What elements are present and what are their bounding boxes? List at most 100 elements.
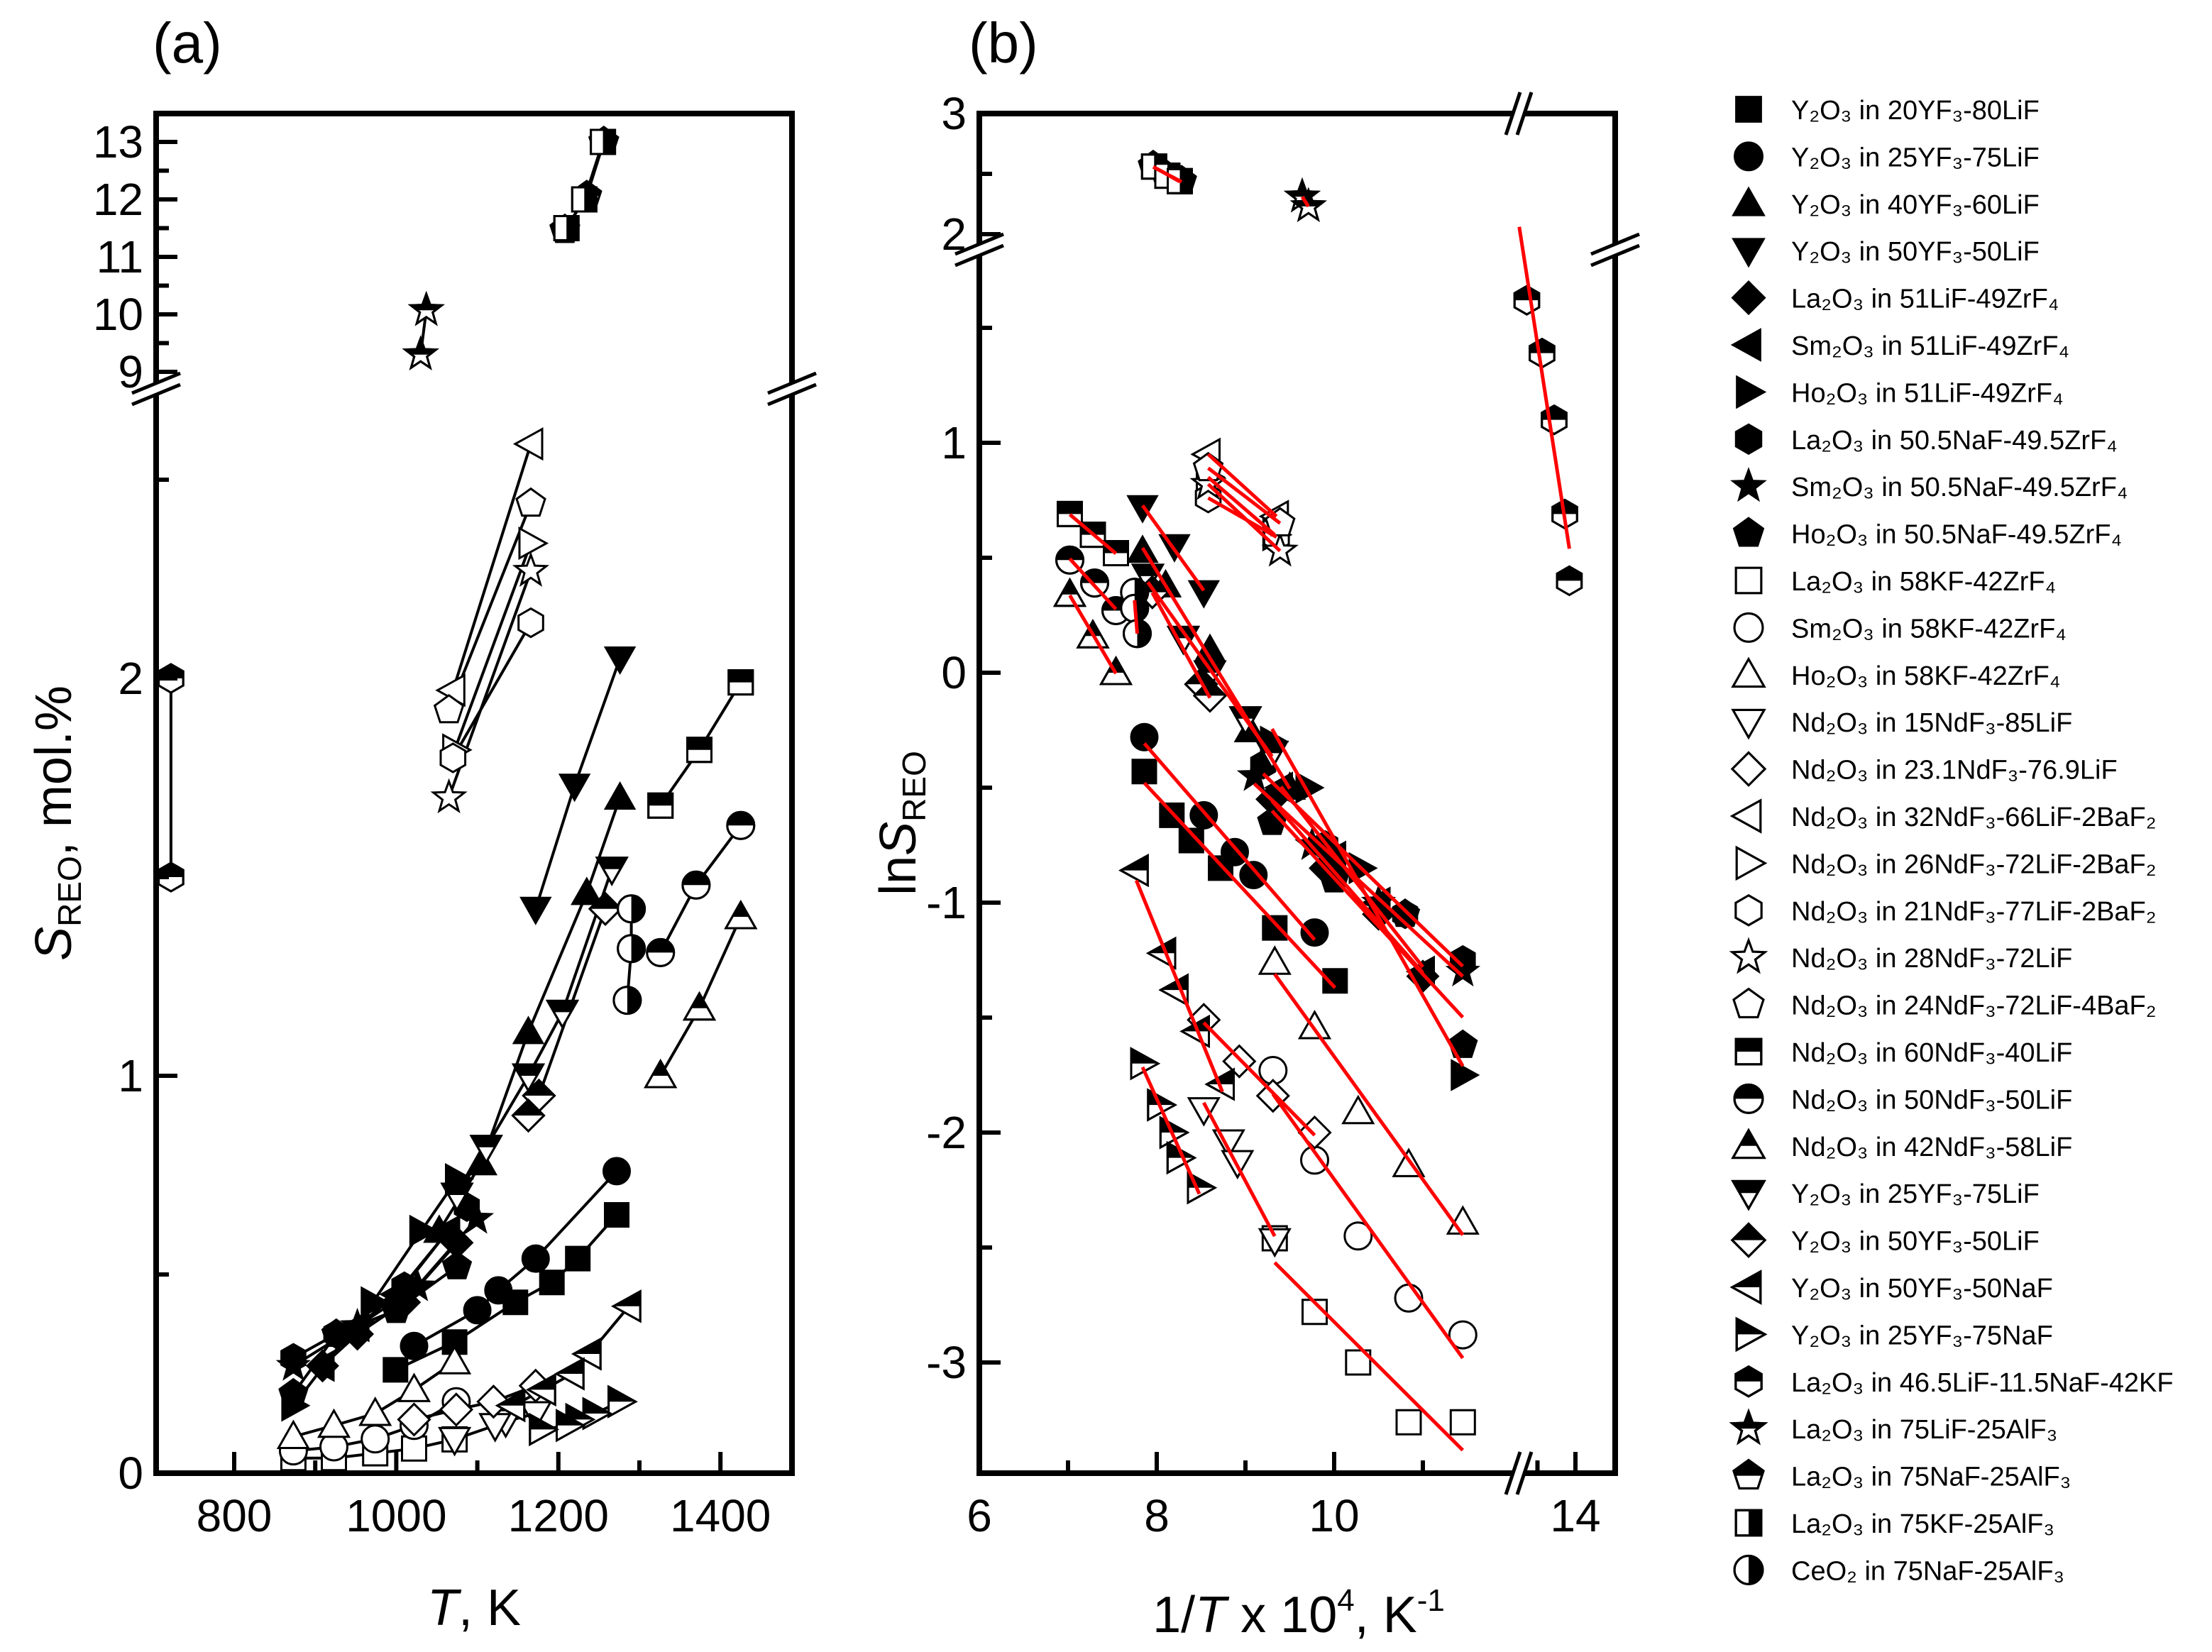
square-shape [1302, 1299, 1328, 1326]
triangle-left-marker [1158, 973, 1189, 1007]
circle-marker [1343, 1221, 1373, 1251]
star-marker [1729, 1408, 1768, 1446]
panel-b-top-break-mark [1504, 92, 1522, 136]
legend-item: Y₂O₃ in 20YF₃-80LiF [1735, 96, 2040, 126]
triangle-up-marker [465, 1147, 498, 1176]
legend-item: Nd₂O₃ in 26NdF₃-72LiF-2BaF₂ [1735, 845, 2157, 881]
triangle-right-shape [1736, 375, 1767, 409]
square-outline [553, 215, 580, 241]
panel-a-right-break-mark [767, 371, 817, 395]
triangle-right-outline [556, 1409, 586, 1443]
star-marker [512, 551, 550, 587]
triangle-down-marker [1731, 1179, 1766, 1211]
panel-a-x-tick-label: 800 [197, 1490, 273, 1541]
circle-shape [1733, 141, 1764, 172]
square-marker [1262, 915, 1288, 941]
panel-b-bottom-break-mark [1515, 1451, 1534, 1495]
panel-a-axes-frame [153, 111, 795, 1476]
star-half-fill [1732, 1411, 1765, 1429]
star-outline [1729, 1408, 1768, 1446]
legend-item: Nd₂O₃ in 23.1NdF₃-76.9LiF [1730, 751, 2118, 787]
legend-item: La₂O₃ in 50.5NaF-49.5ZrF₄ [1734, 423, 2118, 456]
legend-item-label: La₂O₃ in 46.5LiF-11.5NaF-42KF [1791, 1368, 2174, 1398]
legend-item-label: Y₂O₃ in 25YF₃-75NaF [1791, 1321, 2053, 1350]
legend-item-label: Nd₂O₃ in 23.1NdF₃-76.9LiF [1791, 756, 2118, 786]
legend-item: Nd₂O₃ in 24NdF₃-72LiF-4BaF₂ [1732, 987, 2157, 1021]
square-marker [1734, 1037, 1763, 1066]
legend-item-label: Nd₂O₃ in 60NdF₃-40LiF [1791, 1038, 2072, 1068]
square-shape [1449, 1409, 1476, 1436]
panel-b-fit-line [1206, 453, 1278, 518]
star-marker [458, 1200, 495, 1234]
panel-b-fit-line [1143, 742, 1316, 941]
legend-item: Nd₂O₃ in 32NdF₃-66LiF-2BaF₂ [1729, 798, 2157, 834]
circle-marker [400, 1331, 429, 1360]
triangle-down-outline [469, 1135, 503, 1164]
panel-b-left-break-mark [954, 243, 1004, 268]
triangle-right-outline [529, 1412, 559, 1446]
star-shape [430, 778, 468, 814]
panel-b-fit-line [1202, 1101, 1277, 1238]
diamond-shape [1730, 751, 1767, 787]
circle-marker [1239, 861, 1268, 890]
triangle-left-marker [1729, 1270, 1762, 1305]
triangle-up-marker [317, 1408, 351, 1438]
legend-item: Y₂O₃ in 25YF₃-75LiF [1731, 1179, 2040, 1211]
panel-a-series-line [453, 542, 532, 751]
triangle-down-outline [545, 999, 580, 1030]
triangle-up-marker [571, 876, 603, 905]
square-shape [1395, 1409, 1422, 1436]
circle-marker [1130, 722, 1159, 751]
triangle-down-marker [440, 1182, 474, 1213]
panel-a-series-line [451, 443, 532, 691]
triangle-down-shape [438, 1426, 472, 1457]
triangle-up-half-fill [1084, 621, 1101, 637]
triangle-down-shape [1258, 1228, 1292, 1258]
legend-item-label: Nd₂O₃ in 28NdF₃-72LiF [1791, 944, 2072, 974]
circle-marker [726, 810, 756, 840]
triangle-up-marker [724, 899, 758, 930]
triangle-down-marker [469, 1135, 503, 1164]
legend-item: Nd₂O₃ in 50NdF₃-50LiF [1733, 1083, 2072, 1115]
triangle-down-outline [440, 1182, 474, 1213]
square-shape [401, 1435, 427, 1462]
triangle-up-marker [276, 1419, 310, 1449]
panel-b-fit-line [1140, 504, 1206, 592]
circle-marker [1258, 1056, 1288, 1085]
panel-b-fit-line [1273, 1261, 1465, 1452]
square-outline [1734, 1037, 1763, 1066]
panel-b-fit-line [1153, 165, 1181, 184]
square-marker [1395, 1409, 1422, 1436]
legend-item-label: La₂O₃ in 51LiF-49ZrF₄ [1791, 285, 2059, 314]
pentagon-marker [381, 1294, 412, 1323]
diamond-marker [476, 1384, 511, 1419]
triangle-down-marker [511, 1063, 546, 1094]
hexagon-shape [439, 742, 467, 773]
hexagon-outline [1556, 565, 1583, 597]
star-shape [400, 1267, 435, 1301]
panel-a-left-break-mark [131, 371, 181, 395]
panel-b-fit-line [1206, 466, 1282, 525]
square-half-fill [602, 130, 615, 154]
star-shape [1729, 937, 1768, 974]
legend-item: Nd₂O₃ in 28NdF₃-72LiF [1729, 937, 2072, 974]
panel-b-fit-line [1068, 513, 1118, 555]
triangle-down-shape [519, 896, 552, 925]
triangle-up-marker [1341, 1094, 1375, 1125]
pentagon-shape [1732, 987, 1765, 1019]
triangle-up-marker [1731, 1128, 1766, 1160]
square-outline [1167, 167, 1193, 194]
triangle-down-shape [1187, 580, 1221, 609]
triangle-left-outline [1118, 854, 1149, 888]
triangle-down-marker [1187, 580, 1221, 609]
triangle-right-outline [1187, 1171, 1218, 1205]
triangle-down-marker [545, 999, 580, 1030]
circle-shape [1258, 1056, 1288, 1085]
legend-item: Nd₂O₃ in 42NdF₃-58LiF [1731, 1128, 2072, 1162]
star-outline [1289, 187, 1327, 223]
triangle-right-marker [518, 527, 549, 561]
circle-half-fill [727, 812, 754, 826]
hexagon-marker [1541, 404, 1568, 436]
triangle-up-shape [317, 1408, 351, 1438]
